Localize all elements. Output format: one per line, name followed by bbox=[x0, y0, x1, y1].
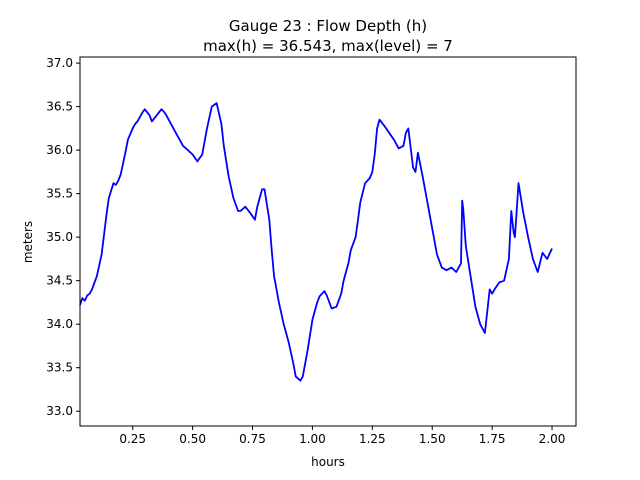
chart-title: Gauge 23 : Flow Depth (h) bbox=[229, 17, 427, 35]
x-tick-label: 0.50 bbox=[179, 432, 206, 446]
y-tick-label: 37.0 bbox=[46, 56, 73, 70]
y-tick-label: 36.0 bbox=[46, 143, 73, 157]
x-axis-label: hours bbox=[311, 455, 345, 469]
y-tick-label: 35.5 bbox=[46, 187, 73, 201]
y-tick-label: 36.5 bbox=[46, 100, 73, 114]
x-tick-label: 0.75 bbox=[239, 432, 266, 446]
axes-frame bbox=[79, 56, 577, 427]
x-tick-label: 1.25 bbox=[359, 432, 386, 446]
x-tick-label: 1.50 bbox=[419, 432, 446, 446]
x-tick-label: 0.25 bbox=[119, 432, 146, 446]
plot-area bbox=[79, 102, 553, 382]
y-tick-label: 35.0 bbox=[46, 230, 73, 244]
y-tick-label: 33.0 bbox=[46, 404, 73, 418]
x-tick-label: 2.00 bbox=[539, 432, 566, 446]
y-axis-label: meters bbox=[21, 221, 35, 263]
chart-subtitle: max(h) = 36.543, max(level) = 7 bbox=[203, 37, 453, 55]
y-tick-label: 34.0 bbox=[46, 317, 73, 331]
y-tick-label: 34.5 bbox=[46, 274, 73, 288]
x-tick-label: 1.75 bbox=[479, 432, 506, 446]
x-tick-label: 1.00 bbox=[299, 432, 326, 446]
y-tick-label: 33.5 bbox=[46, 361, 73, 375]
y-axis: 33.0 33.5 34.0 34.5 35.0 35.5 36.0 36.5 37.0 bbox=[46, 56, 80, 418]
x-axis: 0.25 0.50 0.75 1.00 1.25 1.50 1.75 2.00 bbox=[119, 426, 565, 446]
series-line-0 bbox=[79, 102, 553, 382]
